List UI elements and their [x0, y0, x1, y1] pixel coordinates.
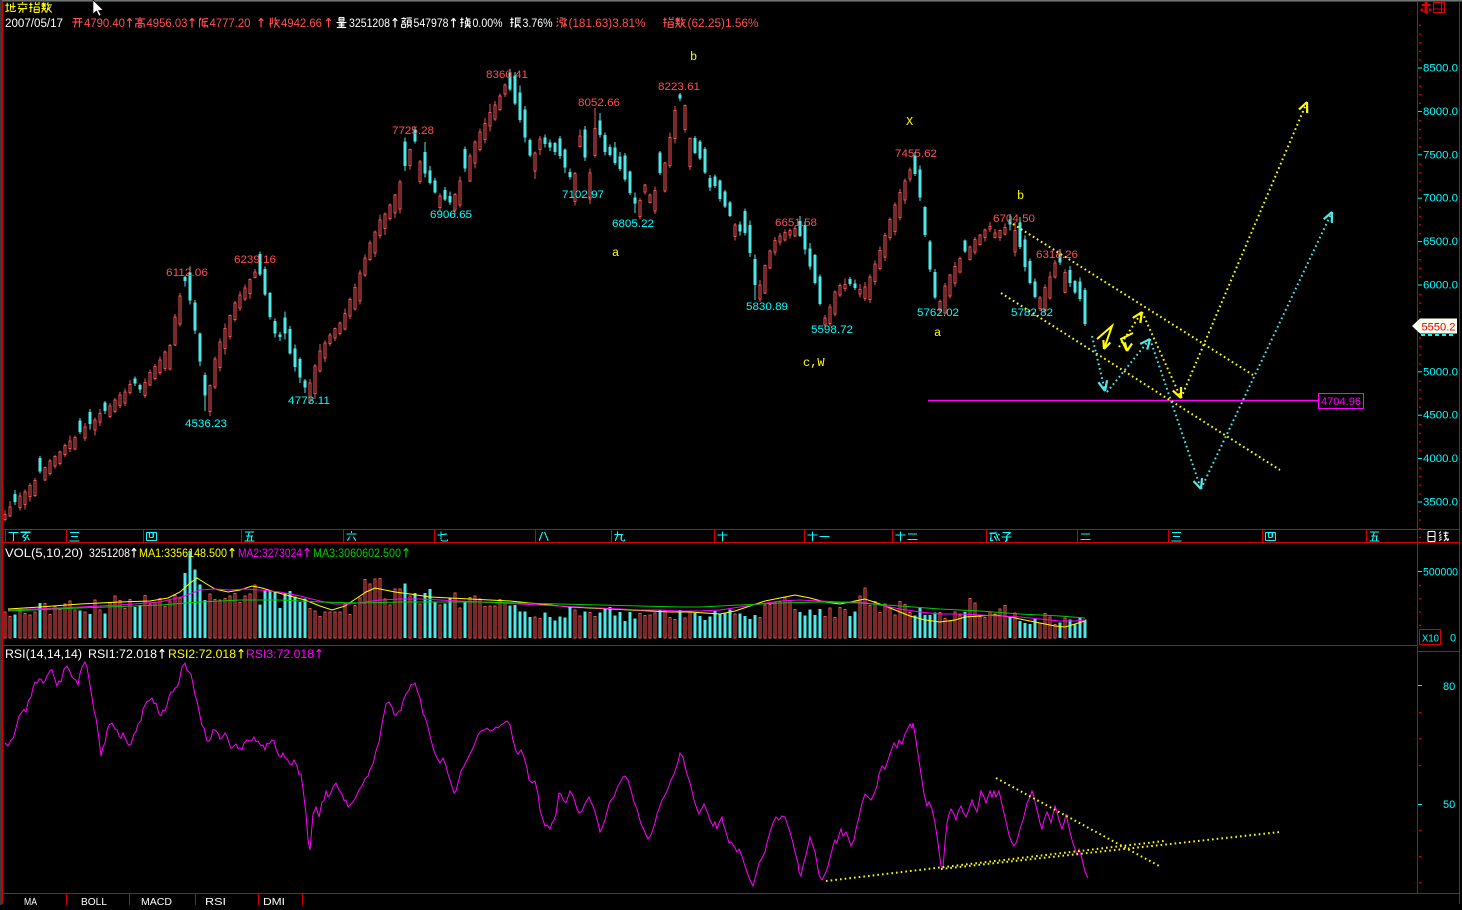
svg-text:7455.62: 7455.62 — [895, 148, 937, 160]
svg-text:547978: 547978 — [414, 18, 449, 30]
svg-text:4536.23: 4536.23 — [185, 418, 227, 430]
svg-text:5550.2: 5550.2 — [1422, 322, 1456, 334]
svg-text:5830.89: 5830.89 — [746, 301, 788, 313]
svg-text:4956.03: 4956.03 — [147, 18, 188, 30]
svg-text:6000.0: 6000.0 — [1423, 280, 1458, 292]
svg-text:(181.63)3.81%: (181.63)3.81% — [569, 18, 646, 30]
svg-text:5000.0: 5000.0 — [1423, 366, 1458, 378]
svg-text:8052.66: 8052.66 — [578, 97, 620, 109]
svg-text:VOL(5,10,20): VOL(5,10,20) — [5, 548, 83, 560]
svg-text:6112.06: 6112.06 — [166, 267, 208, 279]
svg-text:4773.11: 4773.11 — [288, 395, 330, 407]
svg-text:b: b — [690, 50, 697, 64]
svg-text:5782.82: 5782.82 — [1011, 307, 1053, 319]
svg-text:BOLL: BOLL — [81, 896, 107, 905]
svg-text:MA1:3356148.500: MA1:3356148.500 — [139, 548, 227, 560]
svg-text:4704.96: 4704.96 — [1321, 396, 1361, 408]
svg-text:6239.16: 6239.16 — [234, 254, 276, 266]
svg-text:X10: X10 — [1422, 633, 1439, 645]
svg-text:b: b — [1017, 189, 1024, 203]
svg-text:a: a — [934, 326, 941, 340]
svg-text:RSI1:72.018: RSI1:72.018 — [88, 649, 157, 661]
svg-text:8000.0: 8000.0 — [1423, 106, 1458, 118]
svg-text:8500.0: 8500.0 — [1423, 63, 1458, 75]
svg-text:6805.22: 6805.22 — [612, 218, 654, 230]
svg-text:4777.20: 4777.20 — [210, 18, 251, 30]
svg-text:7500.0: 7500.0 — [1423, 149, 1458, 161]
svg-text:RSI: RSI — [205, 896, 226, 905]
svg-text:c,W: c,W — [803, 356, 825, 370]
svg-text:6651.58: 6651.58 — [775, 217, 817, 229]
svg-text:7000.0: 7000.0 — [1423, 193, 1458, 205]
svg-text:3251208: 3251208 — [89, 548, 130, 560]
svg-text:2007/05/17: 2007/05/17 — [5, 18, 63, 30]
svg-text:4500.0: 4500.0 — [1423, 410, 1458, 422]
svg-text:(62.25)1.56%: (62.25)1.56% — [688, 18, 759, 30]
svg-text:4000.0: 4000.0 — [1423, 453, 1458, 465]
svg-text:MA: MA — [24, 896, 37, 905]
svg-text:5598.72: 5598.72 — [811, 324, 853, 336]
svg-text:3.76%: 3.76% — [523, 18, 553, 30]
svg-text:4942.66: 4942.66 — [281, 18, 322, 30]
svg-text:MACD: MACD — [141, 896, 172, 905]
svg-text:RSI2:72.018: RSI2:72.018 — [168, 649, 236, 661]
svg-text:0: 0 — [1450, 633, 1456, 645]
svg-text:8223.61: 8223.61 — [658, 81, 700, 93]
svg-text:80: 80 — [1443, 681, 1455, 693]
svg-text:5762.02: 5762.02 — [917, 307, 959, 319]
svg-text:50: 50 — [1443, 799, 1455, 811]
svg-text:6318.26: 6318.26 — [1036, 249, 1078, 261]
svg-text:6906.65: 6906.65 — [430, 209, 472, 221]
svg-text:3251208: 3251208 — [349, 18, 390, 30]
svg-text:3500.0: 3500.0 — [1423, 497, 1458, 509]
svg-text:8360.41: 8360.41 — [486, 69, 528, 81]
svg-text:a: a — [612, 246, 619, 260]
svg-text:6500.0: 6500.0 — [1423, 236, 1458, 248]
svg-text:7725.28: 7725.28 — [392, 125, 434, 137]
svg-text:RSI(14,14,14): RSI(14,14,14) — [5, 649, 82, 661]
svg-text:6704.50: 6704.50 — [993, 213, 1035, 225]
svg-text:500000: 500000 — [1423, 567, 1458, 579]
svg-text:MA3:3060602.500: MA3:3060602.500 — [313, 548, 401, 560]
svg-text:RSI3:72.018: RSI3:72.018 — [246, 649, 314, 661]
svg-text:0.00%: 0.00% — [473, 18, 503, 30]
svg-text:7102.97: 7102.97 — [562, 189, 604, 201]
svg-text:4790.40: 4790.40 — [84, 18, 125, 30]
svg-text:DMI: DMI — [263, 896, 285, 905]
svg-text:MA2:3273024: MA2:3273024 — [238, 548, 303, 560]
svg-text:X: X — [906, 115, 913, 129]
